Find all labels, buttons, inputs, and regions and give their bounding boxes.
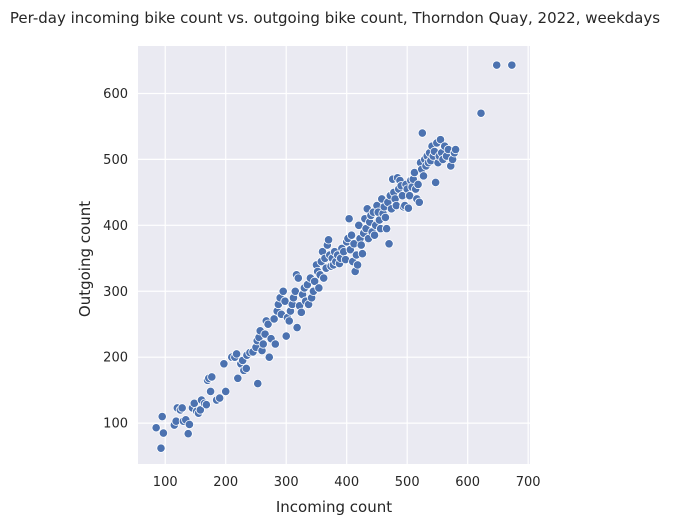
x-tick-label: 300 [274,475,299,490]
data-point [380,212,391,223]
data-point [158,428,169,438]
data-point [253,378,263,389]
x-tick-label: 600 [455,475,480,490]
data-point [157,411,167,422]
data-point [233,373,243,383]
data-point [369,230,380,240]
data-point [292,322,302,333]
grid [138,46,530,464]
data-point [356,240,366,250]
data-point [344,214,354,224]
data-point [278,286,288,296]
data-point [403,203,414,213]
x-tick-label: 400 [334,475,359,490]
x-axis-label: Incoming count [276,498,392,516]
data-point [184,419,195,430]
x-tick-label: 100 [153,475,178,490]
x-tick-label: 200 [213,475,238,490]
data-point [492,60,502,70]
chart-title: Per-day incoming bike count vs. outgoing… [10,9,660,27]
data-point [352,260,363,270]
data-point [431,177,441,188]
data-point [264,352,274,362]
data-point [270,339,280,349]
data-point [232,349,242,359]
data-point [296,307,306,317]
y-tick-label: 400 [103,219,128,234]
data-point [293,273,303,283]
data-point [221,386,231,397]
data-point [258,339,268,349]
y-axis-label: Outgoing count [76,201,94,317]
data-point [195,405,205,415]
data-point [310,276,320,286]
data-point [418,171,429,181]
data-point [346,230,357,240]
y-tick-label: 600 [103,87,128,102]
data-point [414,197,424,207]
y-tick-label: 300 [103,285,128,300]
data-point [207,372,217,382]
y-tick-label: 100 [103,417,128,432]
data-point [205,386,216,397]
data-point [269,314,279,324]
data-point [435,135,446,145]
y-tick-label: 200 [103,351,128,366]
y-tick-label: 500 [103,153,128,168]
data-point [156,443,166,453]
x-tick-label: 500 [395,475,420,490]
data-point [476,108,486,118]
data-point [413,179,423,190]
data-point [281,331,291,341]
data-point [260,329,270,339]
data-point [201,400,211,410]
data-point [314,283,324,293]
data-point [417,128,427,138]
x-tick-label: 700 [516,475,541,490]
data-point [219,359,229,369]
data-point [357,249,368,259]
data-point [319,273,329,283]
data-point [507,60,517,70]
data-point [177,403,187,413]
data-point [263,319,273,329]
data-point [384,239,394,249]
data-point [151,423,161,433]
data-point [284,316,294,326]
data-points [151,60,517,453]
data-point [323,235,334,245]
y-axis-ticks: 100 200 300 400 500 600 [103,87,128,432]
x-axis-ticks: 100 200 300 400 500 600 700 [153,475,541,490]
data-point [450,144,461,155]
data-point [241,363,251,374]
data-point [215,393,225,403]
data-point [382,224,392,234]
data-point [183,429,193,439]
